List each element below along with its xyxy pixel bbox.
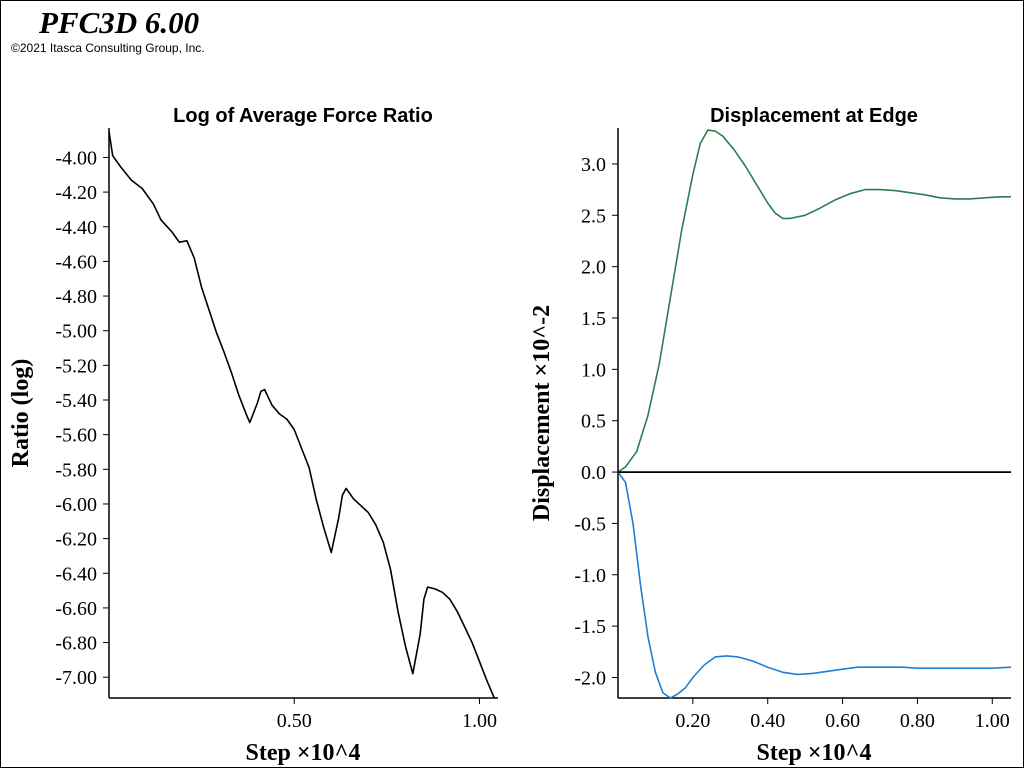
y-tick-label: 0.5 bbox=[581, 411, 606, 433]
copyright-text: ©2021 Itasca Consulting Group, Inc. bbox=[11, 41, 205, 55]
x-tick-label: 1.00 bbox=[975, 710, 1010, 732]
y-tick-label: -0.5 bbox=[574, 513, 606, 535]
y-tick-label: -6.40 bbox=[55, 563, 97, 585]
y-axis-label: Ratio (log) bbox=[8, 359, 34, 468]
y-tick-label: 2.5 bbox=[581, 205, 606, 227]
x-tick-label: 0.50 bbox=[277, 710, 312, 732]
y-tick-label: 0.0 bbox=[581, 462, 606, 484]
y-tick-label: 2.0 bbox=[581, 257, 606, 279]
y-tick-label: -5.80 bbox=[55, 459, 97, 481]
y-tick-label: -1.0 bbox=[574, 565, 606, 587]
x-axis-label: Step ×10^4 bbox=[246, 740, 361, 766]
x-tick-label: 0.60 bbox=[825, 710, 860, 732]
y-tick-label: -5.40 bbox=[55, 390, 97, 412]
axes: -4.00 -4.20 -4.40 -4.60 -4.80 -5.00 -5.20 -5.40… bbox=[55, 128, 498, 732]
y-tick-label: -6.60 bbox=[55, 598, 97, 620]
y-tick-label: -4.40 bbox=[55, 217, 97, 239]
series-group bbox=[617, 129, 1012, 699]
axes: 3.0 2.5 2.0 1.5 1.0 0.5 0.0 -0.5 -1.0 -1.5 -2.0 0.2… bbox=[574, 128, 1011, 732]
force-ratio-chart: Log of Average Force Ratio -4.00-4.20-4.… bbox=[8, 105, 498, 766]
y-tick-label: -6.00 bbox=[55, 494, 97, 516]
y-tick-label: -1.5 bbox=[574, 616, 606, 638]
y-tick-label: -6.20 bbox=[55, 529, 97, 551]
y-tick-label: 1.0 bbox=[581, 359, 606, 381]
app-title: PFC3D 6.00 bbox=[39, 5, 200, 40]
series-line-1 bbox=[617, 471, 1012, 699]
y-tick-label: 1.5 bbox=[581, 308, 606, 330]
y-tick-label: 3.0 bbox=[581, 154, 606, 176]
y-tick-label: -7.00 bbox=[55, 667, 97, 689]
y-tick-label: -4.80 bbox=[55, 286, 97, 308]
x-tick-label: 0.80 bbox=[900, 710, 935, 732]
x-tick-label: 0.40 bbox=[750, 710, 785, 732]
series-group bbox=[108, 131, 496, 699]
chart-title: Displacement at Edge bbox=[710, 105, 918, 127]
y-tick-label: -2.0 bbox=[574, 667, 606, 689]
x-tick-label: 0.20 bbox=[675, 710, 710, 732]
x-tick-label: 1.00 bbox=[462, 710, 497, 732]
series-line-0 bbox=[617, 129, 1011, 473]
series-line-0 bbox=[108, 131, 496, 699]
y-tick-label: -4.20 bbox=[55, 182, 97, 204]
y-tick-label: -5.20 bbox=[55, 355, 97, 377]
y-tick-label: -5.60 bbox=[55, 425, 97, 447]
y-axis-label: Displacement ×10^-2 bbox=[529, 305, 555, 521]
chart-title: Log of Average Force Ratio bbox=[173, 105, 433, 127]
y-tick-label: -5.00 bbox=[55, 321, 97, 343]
y-tick-label: -6.80 bbox=[55, 633, 97, 655]
y-tick-label: -4.00 bbox=[55, 147, 97, 169]
y-tick-label: -4.60 bbox=[55, 251, 97, 273]
displacement-chart: Displacement at Edge 3.0 2.5 2.0 1.5 1.0 0.5 0… bbox=[529, 105, 1012, 766]
x-axis-label: Step ×10^4 bbox=[757, 740, 872, 766]
